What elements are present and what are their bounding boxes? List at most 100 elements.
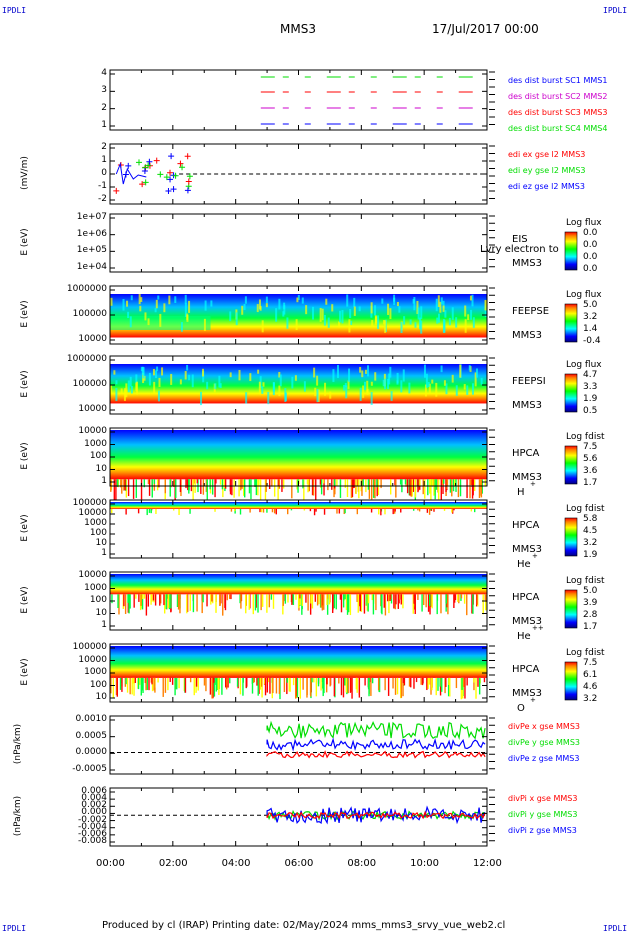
y-tick-label: 1 xyxy=(101,120,107,130)
spectrogram-tail xyxy=(384,508,386,515)
spectrogram-tail xyxy=(163,594,165,606)
colorbar-value: 1.7 xyxy=(583,622,598,632)
y-tick-label: -0.0005 xyxy=(72,764,107,774)
spectrogram-tail xyxy=(351,677,353,699)
spectrogram-texture xyxy=(412,298,415,304)
spectrogram-tail xyxy=(320,594,322,608)
spectrogram-tail xyxy=(291,594,294,604)
spectrogram-tail xyxy=(272,594,275,609)
spectrogram-tail xyxy=(125,508,127,515)
spectrogram-texture xyxy=(218,375,221,388)
spectrogram-tail xyxy=(128,594,130,614)
spectrogram-tail xyxy=(437,479,440,500)
spectrogram-tail xyxy=(400,677,403,698)
y-tick-label: 10 xyxy=(95,607,107,618)
spectrogram-tail xyxy=(366,594,368,611)
spectrogram-tail xyxy=(240,479,242,491)
data-point xyxy=(172,172,179,179)
colorbar-value: 3.3 xyxy=(583,382,598,392)
spectrogram-texture xyxy=(339,310,342,323)
y-tick-label: 10000 xyxy=(78,570,107,580)
spectrogram-texture xyxy=(467,314,470,321)
spectrogram-texture xyxy=(469,295,472,301)
spectrogram-tail xyxy=(291,594,293,605)
spectrogram-tail xyxy=(124,677,127,687)
spectrogram-texture xyxy=(440,365,443,373)
spectrogram-tail xyxy=(387,677,390,696)
spectrogram-texture xyxy=(390,391,393,401)
spectrogram-texture xyxy=(383,378,386,390)
colorbar-value: 5.6 xyxy=(583,454,598,464)
spectrogram-tail xyxy=(421,677,424,686)
species-charge: + xyxy=(532,552,538,560)
spectrogram-tail xyxy=(362,479,364,486)
spectrogram-tail xyxy=(146,677,149,690)
spectrogram-tail xyxy=(148,479,151,496)
spectrogram-tail xyxy=(246,677,248,687)
spectrogram-texture xyxy=(463,384,466,390)
spectrogram-tail xyxy=(316,594,319,606)
spectrogram-tail xyxy=(152,594,155,601)
spectrogram-tail xyxy=(260,677,263,687)
corner-label-br: IPDLI xyxy=(603,924,628,933)
spectrogram-tail xyxy=(326,677,328,685)
spectrogram-texture xyxy=(245,392,248,404)
spectrogram-tail xyxy=(132,479,135,499)
spectrogram-tail xyxy=(155,508,157,514)
spectrogram-tail xyxy=(404,479,407,485)
spectrogram-tail xyxy=(269,677,271,694)
spectrogram-tail xyxy=(239,677,242,695)
spectrogram-tail xyxy=(259,508,261,513)
spectrogram-tail xyxy=(417,508,419,511)
spectrogram-texture xyxy=(371,320,374,326)
colorbar-value: 5.8 xyxy=(583,514,598,524)
spectrogram-tail xyxy=(217,677,219,690)
spectrogram-texture xyxy=(464,305,467,317)
spectrogram-tail xyxy=(268,479,271,489)
spectrogram-texture xyxy=(350,320,353,325)
spectrogram-texture xyxy=(402,369,405,382)
spectrogram-tail xyxy=(446,479,449,486)
spectrogram-tail xyxy=(375,594,377,611)
instrument-label: HPCA xyxy=(512,592,540,604)
spectrogram-tail xyxy=(322,677,324,697)
spectrogram-texture xyxy=(442,300,445,309)
spectrogram-texture xyxy=(272,382,275,396)
spectrogram-tail xyxy=(388,594,390,614)
x-tick-label: 06:00 xyxy=(284,858,314,869)
spectrogram-tail xyxy=(283,677,286,692)
spectrogram-tail xyxy=(119,677,122,690)
spectrogram-texture xyxy=(174,296,177,303)
spectrogram-texture xyxy=(184,303,187,317)
spectrogram-texture xyxy=(459,364,462,378)
spectrogram-texture xyxy=(484,306,487,317)
spectrogram-tail xyxy=(233,479,235,498)
spectrogram-texture xyxy=(345,385,348,399)
spectrogram-tail xyxy=(417,594,419,600)
y-tick-label: -1 xyxy=(98,181,107,191)
spectrogram-tail xyxy=(135,594,137,599)
spectrogram-texture xyxy=(464,319,467,333)
spectrogram-tail xyxy=(120,479,122,488)
spectrogram-tail xyxy=(189,508,191,514)
spectrogram-texture xyxy=(428,383,431,394)
spectrogram-tail xyxy=(275,677,278,694)
spectrogram-tail xyxy=(333,479,336,487)
spectrogram-tail xyxy=(259,677,262,690)
spectrogram-tail xyxy=(240,594,242,609)
spectrogram-tail xyxy=(301,594,304,607)
spectrogram-tail xyxy=(261,594,264,607)
spectrogram-tail xyxy=(239,594,241,604)
spectrogram-texture xyxy=(396,301,399,307)
y-tick-label: 100 xyxy=(89,595,107,605)
colorbar-title: Log flux xyxy=(566,360,602,370)
spectrogram-texture xyxy=(363,381,366,390)
colorbar-title: Log fdist xyxy=(566,576,605,586)
y-tick-label: 1 xyxy=(101,476,107,486)
spacecraft-label: MMS3 xyxy=(512,329,542,341)
spectrogram-tail xyxy=(445,594,447,604)
legend-entry: des dist burst SC2 MMS2 xyxy=(508,92,608,101)
spectrogram-tail xyxy=(306,677,308,696)
spectrogram-tail xyxy=(336,479,338,487)
